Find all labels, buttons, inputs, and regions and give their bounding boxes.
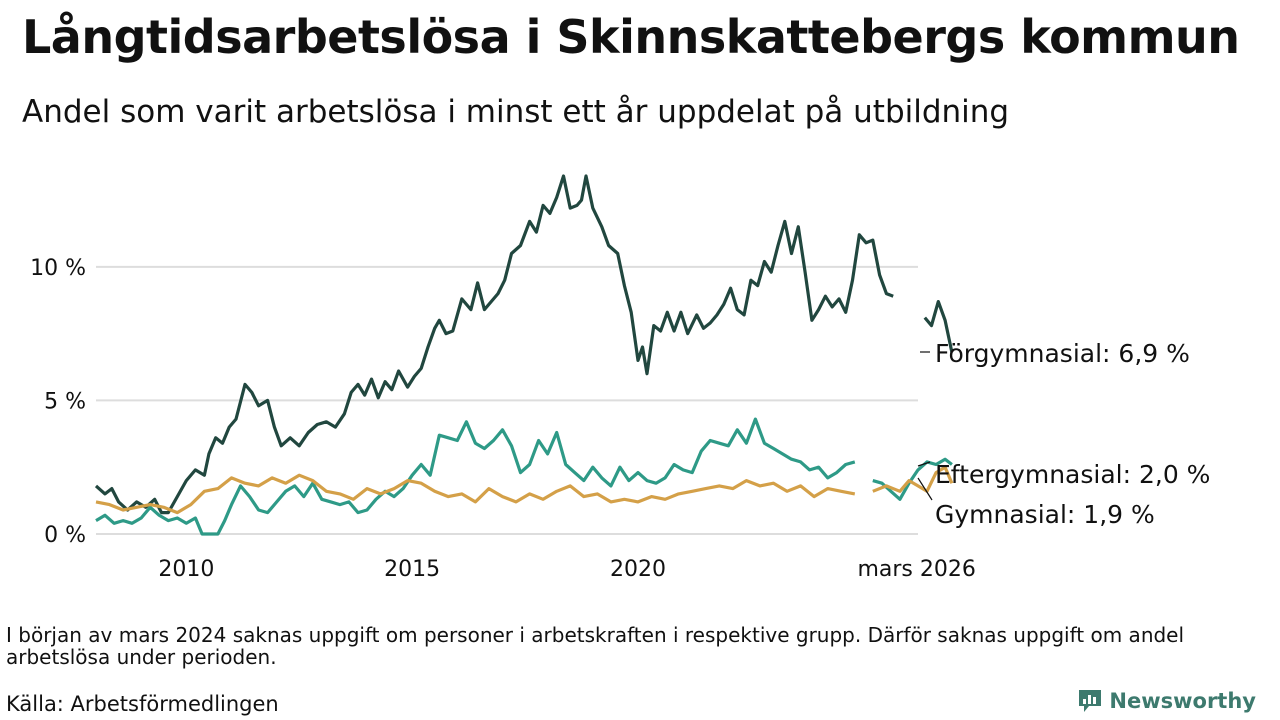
y-tick-label: 5 % bbox=[44, 389, 86, 414]
label-leader-eftergymnasial bbox=[917, 461, 931, 467]
series-end-label-gymnasial: Gymnasial: 1,9 % bbox=[935, 500, 1155, 529]
x-tick-label: mars 2026 bbox=[857, 557, 975, 582]
series-line-förgymnasial-after-gap bbox=[923, 300, 954, 353]
chart-subtitle: Andel som varit arbetslösa i minst ett å… bbox=[22, 94, 1010, 130]
x-tick-label: 2020 bbox=[610, 557, 666, 582]
chart-title: Långtidsarbetslösa i Skinnskattebergs ko… bbox=[22, 10, 1240, 64]
series-line-förgymnasial bbox=[94, 174, 894, 515]
y-tick-label: 0 % bbox=[44, 523, 86, 548]
line-chart: 0 % 5 % 10 % 2010 2015 2020 mars 2026 Förgymnas… bbox=[30, 174, 1210, 582]
newsworthy-icon bbox=[1079, 690, 1102, 712]
x-tick-label: 2015 bbox=[384, 557, 440, 582]
brand-name: Newsworthy bbox=[1109, 689, 1256, 713]
label-leader-gymnasial bbox=[917, 477, 933, 501]
series-end-label-eftergymnasial: Eftergymnasial: 2,0 % bbox=[935, 460, 1210, 489]
series-end-label-förgymnasial: Förgymnasial: 6,9 % bbox=[935, 339, 1190, 368]
y-tick-label: 10 % bbox=[30, 256, 86, 281]
x-tick-label: 2010 bbox=[158, 557, 214, 582]
series-line-gymnasial bbox=[95, 473, 856, 515]
source-text: Källa: Arbetsförmedlingen bbox=[6, 692, 279, 716]
footnote: I början av mars 2024 saknas uppgift om … bbox=[6, 623, 1185, 669]
series-line-eftergymnasial bbox=[95, 417, 856, 536]
series-line-gymnasial-after-gap bbox=[872, 465, 954, 493]
brand-logo: Newsworthy bbox=[1077, 688, 1256, 714]
